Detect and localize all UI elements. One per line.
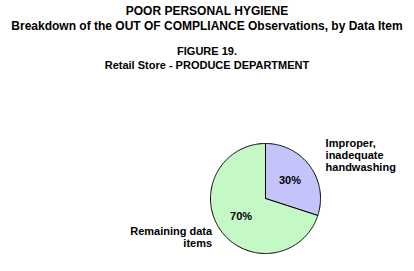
svg-text:Remaining dataitems: Remaining dataitems: [130, 225, 213, 249]
html-text:POOR PERSONAL HYGIENE: POOR PERSONAL HYGIENE: [125, 4, 289, 18]
html-text:Breakdown of the OUT OF COMPLI: Breakdown of the OUT OF COMPLIANCE Obser…: [11, 19, 403, 33]
svg-text:30%: 30%: [279, 174, 301, 186]
html-text:Retail Store - PRODUCE DEPARTM: Retail Store - PRODUCE DEPARTMENT: [104, 59, 310, 71]
html-text:FIGURE 19.: FIGURE 19.: [177, 45, 237, 57]
svg-text:Improper,inadequatehandwashing: Improper,inadequatehandwashing: [326, 137, 396, 173]
svg-text:70%: 70%: [230, 210, 252, 222]
